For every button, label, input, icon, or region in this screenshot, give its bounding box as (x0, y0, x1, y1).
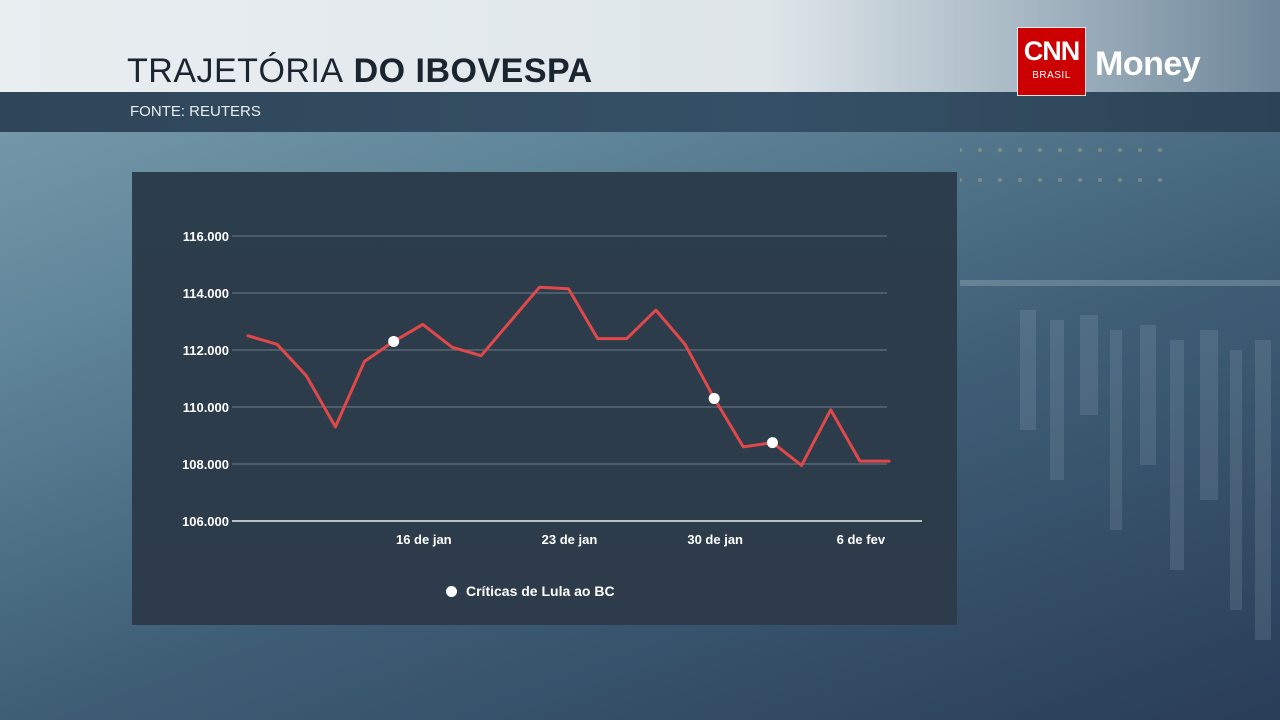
source-band (0, 92, 1280, 132)
logo-cnn-text: CNN (1023, 36, 1081, 66)
y-tick-label: 106.000 (182, 514, 229, 529)
y-tick-label: 110.000 (183, 400, 229, 415)
page-title: TRAJETÓRIA DO IBOVESPA (127, 52, 593, 91)
cnn-brasil-logo: CNN BRASIL (1017, 27, 1086, 96)
ibovespa-line-chart: 106.000 108.000 110.000 112.000 114.000 116.0… (182, 229, 922, 547)
y-tick-label: 114.000 (183, 286, 229, 301)
legend-label: Críticas de Lula ao BC (466, 583, 615, 599)
chart-legend: Críticas de Lula ao BC (446, 583, 615, 599)
legend-marker (446, 585, 457, 597)
y-tick-label: 108.000 (182, 457, 229, 472)
x-tick-label: 16 de jan (396, 532, 452, 547)
source-label: FONTE: REUTERS (130, 103, 261, 120)
lula-criticism-marker (708, 392, 720, 404)
background-decoration (960, 148, 1280, 640)
x-tick-label: 23 de jan (542, 532, 598, 547)
title-light: TRAJETÓRIA (127, 52, 344, 90)
logo-brasil-text: BRASIL (1032, 70, 1071, 81)
chart-panel: 106.000 108.000 110.000 112.000 114.000 116.0… (132, 172, 957, 625)
title-bold: DO IBOVESPA (353, 52, 593, 90)
x-tick-label: 30 de jan (687, 532, 743, 547)
series-line (246, 285, 891, 467)
lula-criticism-marker (388, 335, 400, 347)
x-tick-label: 6 de fev (837, 532, 886, 547)
y-tick-label: 116.000 (183, 229, 229, 244)
logo-money-text: Money (1095, 45, 1201, 83)
y-tick-label: 112.000 (183, 343, 229, 358)
lula-criticism-marker (766, 437, 778, 449)
